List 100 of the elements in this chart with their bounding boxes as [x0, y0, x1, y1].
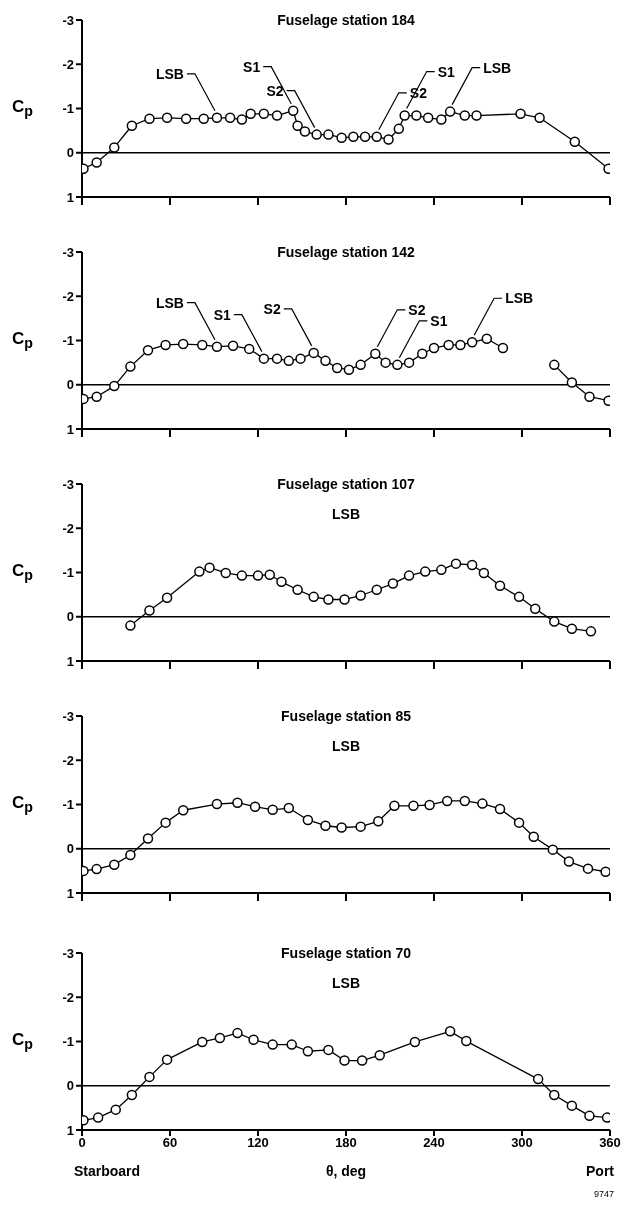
x-tick-label: 60	[162, 1135, 178, 1151]
point	[109, 859, 120, 870]
y-tick-label: 1	[66, 653, 74, 669]
y-tick-label: -2	[62, 989, 74, 1005]
point	[271, 110, 283, 121]
point	[428, 342, 440, 354]
point	[214, 1032, 226, 1044]
point	[109, 142, 120, 153]
chart-title: Fuselage station 70	[280, 945, 412, 961]
point	[477, 798, 488, 809]
point	[513, 591, 525, 603]
y-tick-label: 1	[66, 189, 74, 205]
point	[232, 797, 243, 808]
y-tick-label: 1	[66, 421, 74, 437]
point	[197, 1036, 208, 1048]
point	[302, 1045, 314, 1057]
point	[125, 620, 136, 631]
y-axis-title: C$_{p}$	[12, 560, 33, 583]
annotation: LSB	[331, 975, 361, 991]
point	[563, 856, 575, 867]
annotation: S2	[266, 82, 284, 99]
annotation: LSB	[505, 290, 534, 307]
point	[566, 377, 578, 388]
x-tick-label: 120	[247, 1135, 269, 1151]
point	[161, 592, 173, 603]
point	[144, 1071, 155, 1083]
x-tick-label: 180	[335, 1135, 357, 1151]
point	[161, 112, 173, 124]
point	[283, 802, 295, 814]
y-axis-title: C$_{p}$	[12, 792, 33, 815]
point	[600, 866, 610, 878]
point	[227, 340, 239, 352]
y-tick-label: -1	[62, 101, 74, 117]
point	[441, 795, 453, 807]
point	[236, 570, 248, 581]
point	[419, 566, 431, 577]
point	[336, 132, 347, 143]
point	[403, 357, 415, 368]
point	[529, 603, 541, 615]
point	[258, 108, 270, 120]
point	[109, 380, 120, 392]
point	[459, 795, 471, 807]
point	[393, 123, 405, 135]
x-tick-label: 240	[423, 1135, 445, 1151]
y-tick-label: 1	[66, 1122, 74, 1138]
point	[92, 1112, 104, 1123]
point	[125, 849, 136, 861]
point	[515, 108, 526, 120]
point	[584, 1110, 595, 1122]
y-axis-title: C$_{p}$	[12, 328, 33, 351]
point	[374, 1049, 385, 1061]
point	[436, 564, 447, 576]
point	[258, 353, 270, 364]
point	[343, 364, 355, 375]
point	[323, 594, 334, 605]
point	[336, 822, 347, 833]
point	[417, 348, 428, 360]
point	[126, 120, 138, 132]
y-tick-label: -2	[62, 520, 74, 536]
point	[532, 1073, 544, 1085]
point	[424, 799, 435, 811]
annotation: LSB	[155, 65, 184, 82]
annotation: LSB	[331, 738, 361, 754]
point	[534, 112, 545, 124]
point	[371, 584, 383, 596]
point	[302, 814, 314, 826]
y-tick-label: -3	[62, 12, 74, 28]
point	[373, 816, 384, 827]
y-tick-label: -1	[62, 797, 74, 813]
point	[245, 108, 256, 120]
point	[323, 1044, 334, 1056]
annotation: S1	[437, 63, 455, 80]
x-axis-title: θ, deg	[325, 1163, 367, 1179]
point	[461, 1035, 472, 1047]
text: 9747	[592, 1189, 615, 1199]
point	[466, 337, 478, 348]
point	[248, 1034, 259, 1045]
y-tick-label: 0	[66, 145, 74, 161]
point	[126, 1089, 138, 1101]
point	[91, 391, 102, 402]
chart-title: Fuselage station 142	[276, 244, 416, 260]
y-tick-label: 1	[66, 885, 74, 901]
point	[528, 831, 539, 843]
y-tick-label: -2	[62, 288, 74, 304]
point	[481, 333, 493, 344]
point	[177, 805, 189, 816]
point	[403, 570, 415, 581]
annotation: LSB	[331, 506, 361, 522]
point	[422, 112, 434, 124]
point	[569, 136, 581, 147]
point	[409, 1036, 421, 1048]
point	[455, 339, 466, 351]
y-tick-label: -2	[62, 56, 74, 72]
point	[276, 576, 287, 588]
point	[160, 339, 171, 351]
point	[494, 803, 506, 815]
point	[161, 1054, 173, 1065]
point	[370, 348, 381, 360]
annotation: S1	[213, 306, 232, 323]
point	[383, 134, 394, 145]
